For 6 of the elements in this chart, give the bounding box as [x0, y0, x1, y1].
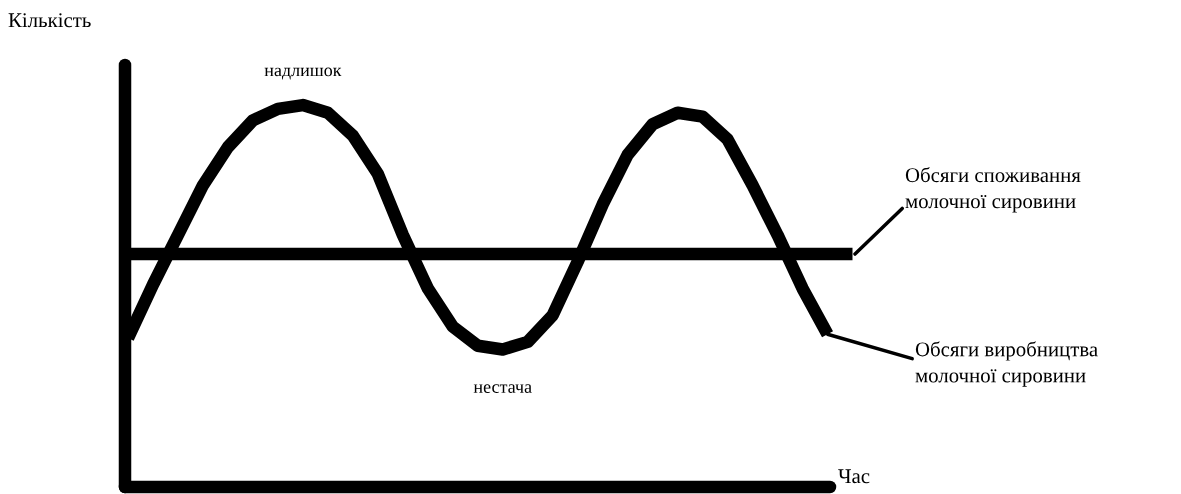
annotation: нестача [473, 384, 532, 393]
x-axis-title: Час [838, 469, 870, 484]
legend-label: Обсяги виробництва молочної сировини [915, 341, 1098, 387]
text: надлишок [264, 67, 342, 80]
y-axis-title: Кількість [8, 13, 91, 28]
text: Обсяги споживання молочної сировини [905, 167, 1081, 213]
